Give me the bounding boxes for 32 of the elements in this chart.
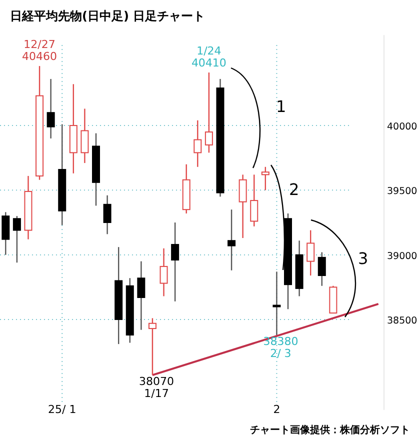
candlestick [306, 230, 315, 276]
candlestick [46, 78, 55, 140]
candlestick [80, 108, 89, 164]
candlestick [12, 215, 21, 264]
candlestick [137, 260, 146, 330]
candlestick [160, 248, 168, 297]
candlestick [194, 120, 202, 168]
candlestick [103, 194, 112, 235]
y-tick-label: 38500 [387, 315, 418, 326]
candlestick [171, 222, 180, 302]
y-tick-label: 39000 [387, 250, 418, 262]
candlestick [272, 271, 281, 336]
annotation: 1/24 40410 [191, 44, 226, 70]
candlestick [2, 212, 10, 256]
chart-title: 日経平均先物(日中足) 日足チャート [10, 9, 206, 23]
candlestick [238, 174, 247, 239]
candlestick [250, 174, 258, 227]
candlestick [261, 166, 270, 191]
candlestick [318, 252, 326, 286]
annotation: 3 [358, 249, 368, 268]
y-tick-label: 40000 [387, 122, 418, 133]
candlestick [204, 72, 213, 154]
annotation: 1 [276, 97, 286, 116]
x-tick-label: 25/ 1 [48, 403, 76, 416]
candlestick [228, 208, 236, 271]
y-tick-label: 39500 [387, 186, 418, 198]
annotation: 2 [289, 180, 300, 199]
candlestick [148, 318, 156, 376]
annotation: 12/27 40460 [22, 38, 58, 64]
annotation: 38380 2/ 3 [263, 335, 298, 360]
text: チャート画像提供：株価分析ソフト [250, 424, 410, 436]
annotation: 38070 1/17 [138, 375, 174, 400]
